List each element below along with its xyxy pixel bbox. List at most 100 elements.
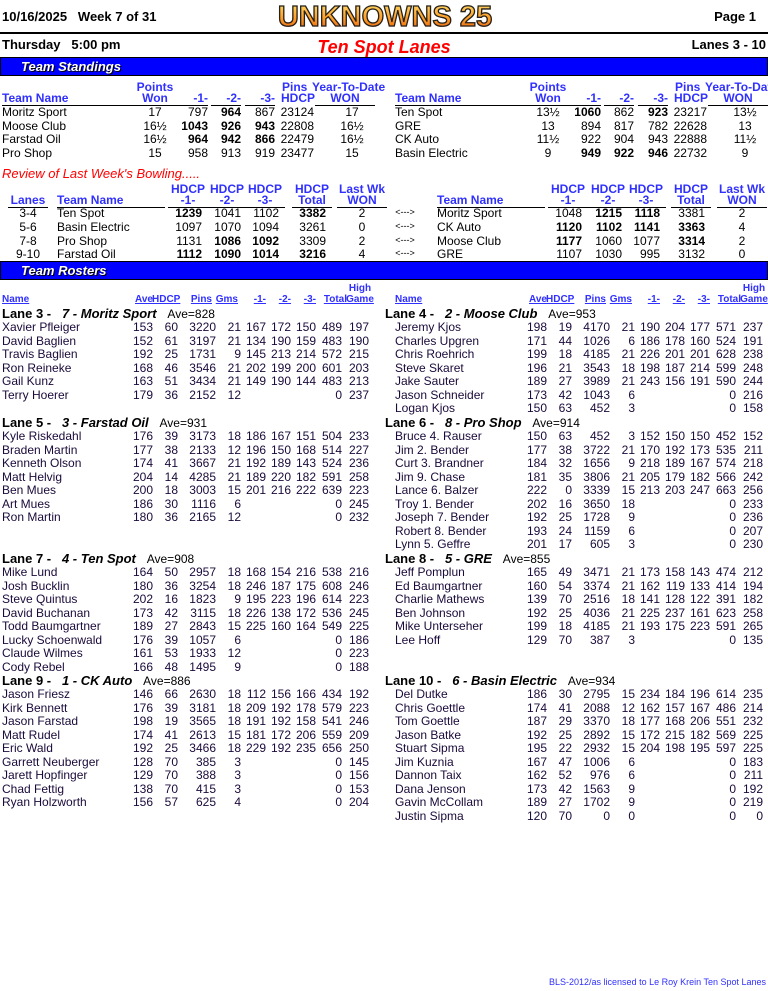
game-pins: 946 [647, 145, 668, 160]
header-divider [0, 32, 768, 34]
series-total: 486 [715, 700, 736, 715]
average: 152 [132, 333, 153, 348]
pins: 1702 [583, 795, 610, 810]
average: 189 [526, 374, 547, 389]
team-label: 2 - Moose Club [444, 306, 538, 321]
series-total: 608 [321, 578, 342, 593]
average: 180 [132, 510, 153, 525]
g2-header: -2- [207, 193, 247, 208]
game1: 209 [245, 700, 266, 715]
pins: 3374 [583, 578, 610, 593]
games: 21 [621, 578, 635, 593]
total-header: Total [717, 294, 741, 305]
series-total: 452 [715, 429, 736, 443]
standings-team-name: Ten Spot [395, 105, 443, 119]
pins: 3197 [189, 333, 216, 348]
handicap: 36 [164, 578, 178, 593]
average: 128 [132, 754, 153, 769]
name-header: Name [395, 294, 423, 305]
average: 139 [526, 592, 547, 607]
points-won: 11½ [536, 132, 560, 147]
team-average: Ave=914 [532, 416, 580, 430]
pins: 1159 [584, 523, 610, 538]
pins: 387 [589, 632, 610, 647]
hdcp-header: HDCP [170, 182, 205, 196]
high-game: 213 [348, 374, 369, 389]
game2: 175 [664, 619, 685, 634]
game2: 150 [664, 429, 685, 443]
high-game: 227 [348, 442, 369, 457]
games: 12 [227, 646, 241, 661]
average: 196 [526, 360, 547, 375]
player-name: Jarett Hopfinger [2, 768, 88, 783]
points-header: Points [136, 80, 174, 94]
game-pins: 942 [220, 132, 241, 147]
player-name: Justin Sipma [395, 808, 464, 823]
handicap: 25 [558, 727, 572, 742]
handicap: 27 [164, 619, 178, 634]
games: 9 [234, 592, 241, 607]
high-game: 236 [742, 510, 763, 525]
pins-header: Pins [675, 80, 701, 94]
game2: 220 [270, 469, 291, 484]
average: 153 [132, 320, 153, 334]
game2: 213 [270, 347, 291, 362]
high-game: 190 [348, 333, 369, 348]
hdcp-header: HDCP [590, 182, 625, 196]
hdcp-game: 1086 [214, 233, 241, 248]
game1: 189 [245, 469, 266, 484]
series-total: 504 [321, 429, 342, 443]
hdcp-pins: 22732 [673, 145, 707, 160]
game1-header: -1- [178, 91, 208, 106]
player-name: Dana Jenson [395, 781, 466, 796]
pins: 2843 [189, 619, 216, 634]
hdcp-header: HDCP [673, 182, 708, 196]
game1: 204 [639, 741, 660, 756]
game-pins: 922 [613, 145, 634, 160]
pins: 2516 [583, 592, 610, 607]
game-pins: 919 [254, 145, 275, 160]
venue-title: Ten Spot Lanes [317, 37, 451, 57]
standings-section-bar: Team Standings [0, 57, 768, 76]
average: 165 [526, 565, 547, 579]
player-name: Ed Baumgartner [395, 578, 483, 593]
player-name: Eric Wald [2, 741, 53, 756]
average: 195 [526, 741, 547, 756]
high-game-header: Game [346, 294, 374, 305]
team-average: Ave=953 [548, 307, 596, 321]
game1: 192 [245, 456, 266, 471]
pins-header: Pins [584, 294, 606, 305]
report-date: 10/16/2025 [2, 9, 68, 24]
team-name-header: Team Name [395, 91, 530, 106]
series-total: 551 [715, 714, 736, 729]
series-total: 628 [715, 347, 736, 362]
average: 176 [132, 700, 153, 715]
team-label: 1 - CK Auto [61, 673, 133, 688]
average: 189 [526, 795, 547, 810]
player-name: Charles Upgren [395, 333, 480, 348]
rosters-section-bar: Team Rosters [0, 261, 768, 280]
lane-team-header: Lane 4 - 2 - Moose Club Ave=953 [385, 306, 596, 321]
pins: 3370 [583, 714, 610, 729]
average: 198 [132, 714, 153, 729]
game2: 178 [664, 333, 685, 348]
hdcp-game: 1239 [175, 206, 202, 220]
high-game: 258 [348, 469, 369, 484]
handicap: 18 [558, 347, 572, 362]
player-name: Ben Johnson [395, 605, 466, 620]
pins: 385 [195, 754, 216, 769]
page-number: Page 1 [714, 9, 756, 24]
series-total: 571 [715, 320, 736, 334]
player-name: Mike Unterseher [395, 619, 484, 634]
won-header: WON [337, 193, 387, 208]
section-title: Team Rosters [21, 263, 107, 278]
handicap: 16 [558, 496, 572, 511]
games: 18 [227, 700, 241, 715]
games: 9 [628, 456, 635, 471]
pins: 1656 [583, 456, 610, 471]
review-title: Review of Last Week's Bowling..... [2, 166, 201, 181]
game3: 178 [295, 700, 316, 715]
last-week-won: 2 [738, 206, 746, 220]
player-name: Jim Kuznia [395, 754, 454, 769]
game3: 168 [295, 442, 316, 457]
